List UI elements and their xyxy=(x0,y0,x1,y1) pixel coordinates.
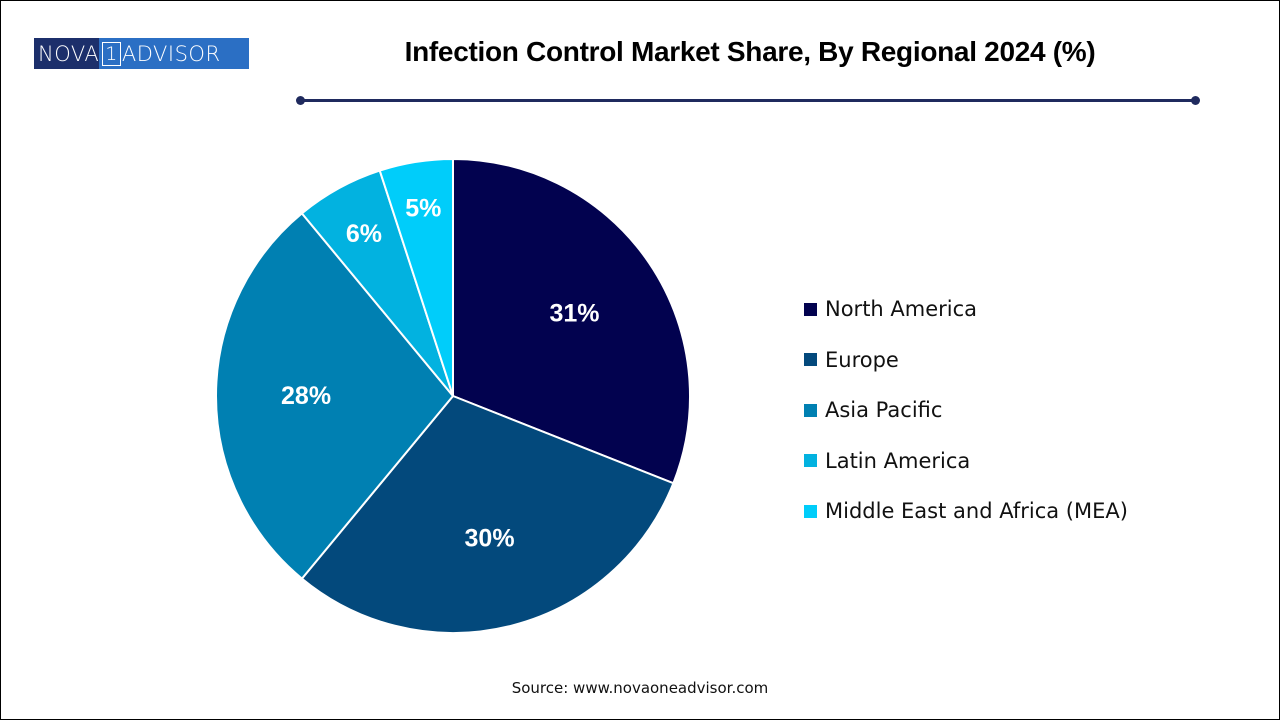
legend-item: Latin America xyxy=(804,436,1128,487)
legend-label: Latin America xyxy=(825,448,971,473)
legend-label: Middle East and Africa (MEA) xyxy=(825,499,1128,524)
divider-right-dot xyxy=(1191,96,1200,105)
logo-text-one: 1 xyxy=(102,41,121,66)
legend-item: Asia Pacific xyxy=(804,385,1128,436)
pie-data-label: 6% xyxy=(346,220,382,248)
legend-swatch xyxy=(804,353,817,367)
divider-left-dot xyxy=(296,96,305,105)
legend-item: North America xyxy=(804,284,1128,335)
legend-label: Asia Pacific xyxy=(825,398,943,423)
pie-data-labels: 31% 30% 28% 6% 5% xyxy=(281,195,600,553)
logo-left-block: NOVA xyxy=(34,38,100,69)
logo-text-nova: NOVA xyxy=(38,41,100,66)
logo-right-block: 1 ADVISOR xyxy=(99,38,249,69)
legend-swatch xyxy=(804,403,817,417)
legend-swatch xyxy=(804,454,817,468)
legend-item: Europe xyxy=(804,335,1128,386)
legend-swatch xyxy=(804,504,817,518)
pie-data-label: 31% xyxy=(550,299,600,327)
legend-label: North America xyxy=(825,297,978,322)
chart-legend: North America Europe Asia Pacific Latin Ame… xyxy=(804,284,1128,537)
chart-title: Infection Control Market Share, By Regio… xyxy=(404,36,1096,67)
title-divider xyxy=(300,99,1196,102)
pie-data-label: 5% xyxy=(405,195,441,223)
pie-data-label: 28% xyxy=(281,382,331,410)
pie-slice-europe xyxy=(300,394,675,634)
pie-slice-north-america xyxy=(452,157,691,485)
pie-data-label: 30% xyxy=(465,524,515,552)
pie-slice-middle-east-and-africa-mea xyxy=(378,157,454,397)
source-note: Source: www.novaoneadvisor.com xyxy=(511,679,769,697)
legend-swatch xyxy=(804,302,817,316)
legend-label: Europe xyxy=(825,347,899,372)
pie-slices xyxy=(215,157,691,634)
legend-item: Middle East and Africa (MEA) xyxy=(804,486,1128,537)
pie-slice-asia-pacific xyxy=(215,211,455,581)
logo-text-advisor: ADVISOR xyxy=(121,41,221,66)
nova-advisor-logo: NOVA 1 ADVISOR xyxy=(34,38,249,69)
